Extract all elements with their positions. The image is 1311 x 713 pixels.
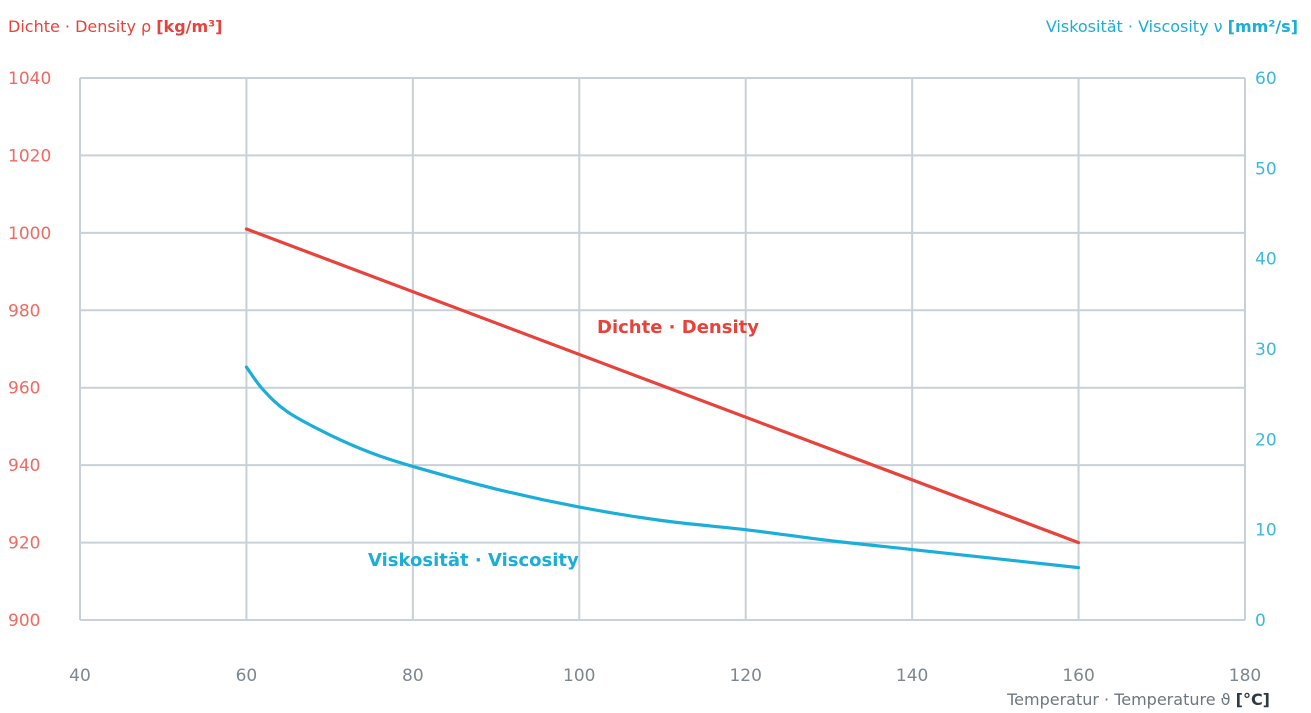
left-axis-title: Dichte · Density ρ [kg/m³] — [8, 17, 222, 36]
left-tick-label: 940 — [8, 456, 40, 476]
density-series-label: Dichte · Density — [597, 317, 759, 338]
density-line — [244, 227, 1081, 545]
right-tick-label: 60 — [1255, 69, 1277, 89]
left-tick-label: 920 — [8, 534, 40, 554]
x-tick-label: 180 — [1229, 666, 1261, 686]
right-tick-label: 10 — [1255, 521, 1277, 541]
right-axis-title: Viskosität · Viscosity ν [mm²/s] — [1046, 17, 1298, 36]
viscosity-series-label: Viskosität · Viscosity — [368, 550, 579, 571]
left-tick-label: 1020 — [8, 146, 51, 166]
right-tick-label: 20 — [1255, 430, 1277, 450]
left-tick-label: 900 — [8, 611, 40, 631]
right-axis-ticks: 60 50 40 30 20 10 0 — [1255, 69, 1277, 631]
right-tick-label: 40 — [1255, 250, 1277, 270]
left-tick-label: 1040 — [8, 69, 51, 89]
left-tick-label: 960 — [8, 379, 40, 399]
right-tick-label: 30 — [1255, 340, 1277, 360]
left-axis-ticks: 1040 1020 1000 980 960 940 920 900 — [8, 69, 51, 631]
x-tick-label: 140 — [896, 666, 928, 686]
x-tick-label: 120 — [729, 666, 761, 686]
x-axis-title: Temperatur · Temperature ϑ [°C] — [1006, 690, 1270, 709]
x-axis-ticks: 40 60 80 100 120 140 160 180 — [69, 666, 1261, 686]
right-tick-label: 0 — [1255, 611, 1266, 631]
x-tick-label: 100 — [563, 666, 595, 686]
x-tick-label: 60 — [236, 666, 258, 686]
left-tick-label: 1000 — [8, 224, 51, 244]
viscosity-line — [244, 365, 1081, 570]
grid — [79, 77, 1246, 621]
x-tick-label: 80 — [402, 666, 424, 686]
x-tick-label: 40 — [69, 666, 91, 686]
series-lines — [244, 227, 1081, 570]
x-tick-label: 160 — [1062, 666, 1094, 686]
right-tick-label: 50 — [1255, 159, 1277, 179]
left-tick-label: 980 — [8, 301, 40, 321]
